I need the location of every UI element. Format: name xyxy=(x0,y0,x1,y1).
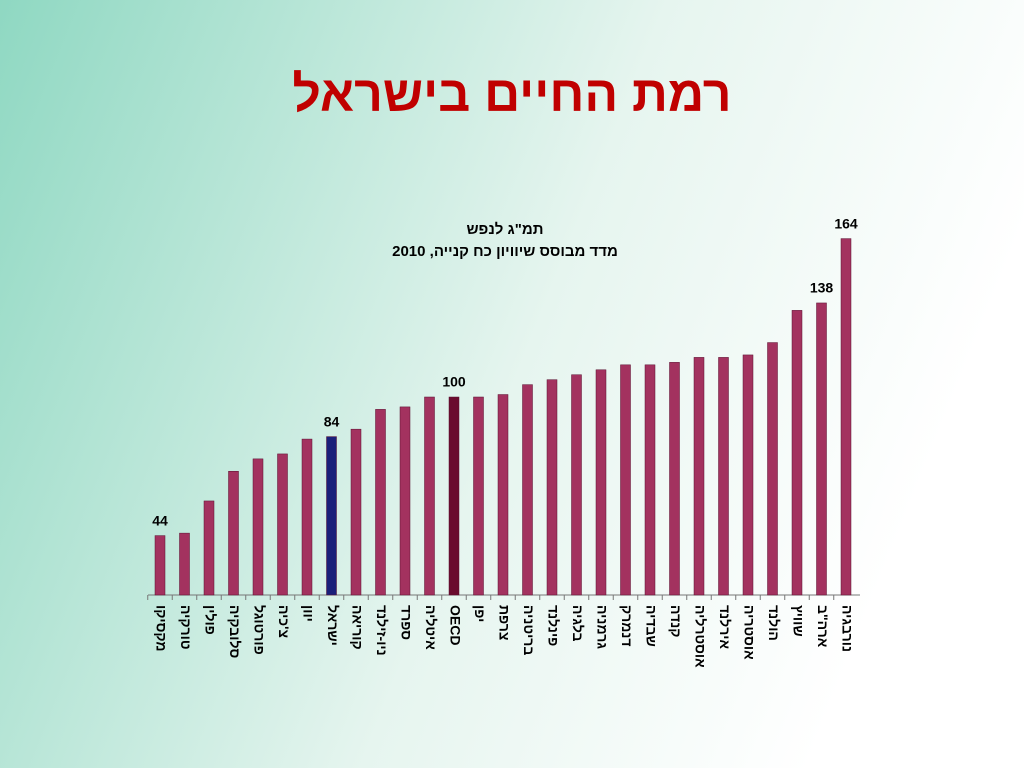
x-tick-label: צרפת xyxy=(496,605,512,640)
x-tick-label: טורקיה xyxy=(178,605,194,649)
value-label: 44 xyxy=(152,512,168,528)
x-tick-label: צ'כיה xyxy=(276,605,292,638)
bar xyxy=(424,396,435,596)
x-tick-label: אוסטריה xyxy=(741,605,757,660)
x-tick-label: פולין xyxy=(202,605,218,635)
x-tick-label: ספרד xyxy=(398,605,414,640)
bar xyxy=(228,471,239,596)
x-tick-label: פינלנד xyxy=(545,605,561,646)
x-tick-label: נורבגיה xyxy=(839,605,855,652)
bar xyxy=(399,406,411,596)
chart-subtitle: מדד מבוסס שיוויון כח קנייה, 2010 xyxy=(392,243,618,260)
value-label: 138 xyxy=(810,280,834,296)
x-tick-label: פורטוגל xyxy=(251,605,267,655)
bar xyxy=(473,396,484,596)
x-tick-label: קוריאה xyxy=(349,605,365,650)
x-tick-label: איטליה xyxy=(423,605,439,650)
bar xyxy=(154,535,166,596)
x-tick-label: ישראל xyxy=(325,605,341,646)
bar xyxy=(375,409,386,596)
bar xyxy=(718,357,729,596)
x-tick-label: שבדיה xyxy=(643,605,659,647)
bar xyxy=(791,310,803,596)
value-label: 164 xyxy=(834,215,858,231)
x-tick-label: בלגיה xyxy=(570,605,586,642)
bar xyxy=(742,354,754,596)
x-tick-label: שוויץ xyxy=(790,605,806,637)
x-tick-label: סלובקיה xyxy=(227,605,243,658)
x-tick-label: אירלנד xyxy=(717,605,733,649)
bar xyxy=(620,364,631,596)
x-tick-label: דנמרק xyxy=(619,605,635,647)
bar xyxy=(497,394,509,596)
bar xyxy=(326,436,337,596)
bar xyxy=(179,532,190,596)
x-tick-label: ארה"ב xyxy=(815,605,831,648)
x-tick-label: ניו-זילנד xyxy=(374,605,390,656)
bar xyxy=(767,342,778,596)
bar xyxy=(252,458,264,596)
slide-title: רמת החיים בישראל xyxy=(292,66,731,122)
bar xyxy=(448,396,460,596)
bar xyxy=(693,357,705,596)
x-tick-label: בריטניה xyxy=(521,605,537,655)
bar xyxy=(203,500,215,596)
x-tick-label: יוון xyxy=(300,605,316,622)
value-label: 100 xyxy=(442,374,466,390)
x-tick-label: יפן xyxy=(472,605,488,622)
bar xyxy=(571,374,582,596)
bar xyxy=(595,369,607,596)
bar xyxy=(350,428,362,596)
x-tick-label: גרמניה xyxy=(594,605,610,649)
x-tick-label: קנדה xyxy=(668,605,684,637)
bar xyxy=(644,364,656,596)
x-tick-label: אוסטרליה xyxy=(692,605,708,668)
bar xyxy=(301,438,313,596)
bar xyxy=(522,384,533,596)
x-tick-label: מקסיקו xyxy=(153,605,169,652)
bar xyxy=(546,379,558,596)
x-tick-label: OECD xyxy=(447,605,463,645)
value-label: 84 xyxy=(324,413,340,429)
bar xyxy=(669,362,680,596)
bar xyxy=(277,453,288,596)
bar xyxy=(816,302,827,596)
chart-subtitle: תמ"ג לנפש xyxy=(466,221,543,238)
bar xyxy=(840,238,852,596)
x-tick-label: הולנד xyxy=(766,605,782,641)
